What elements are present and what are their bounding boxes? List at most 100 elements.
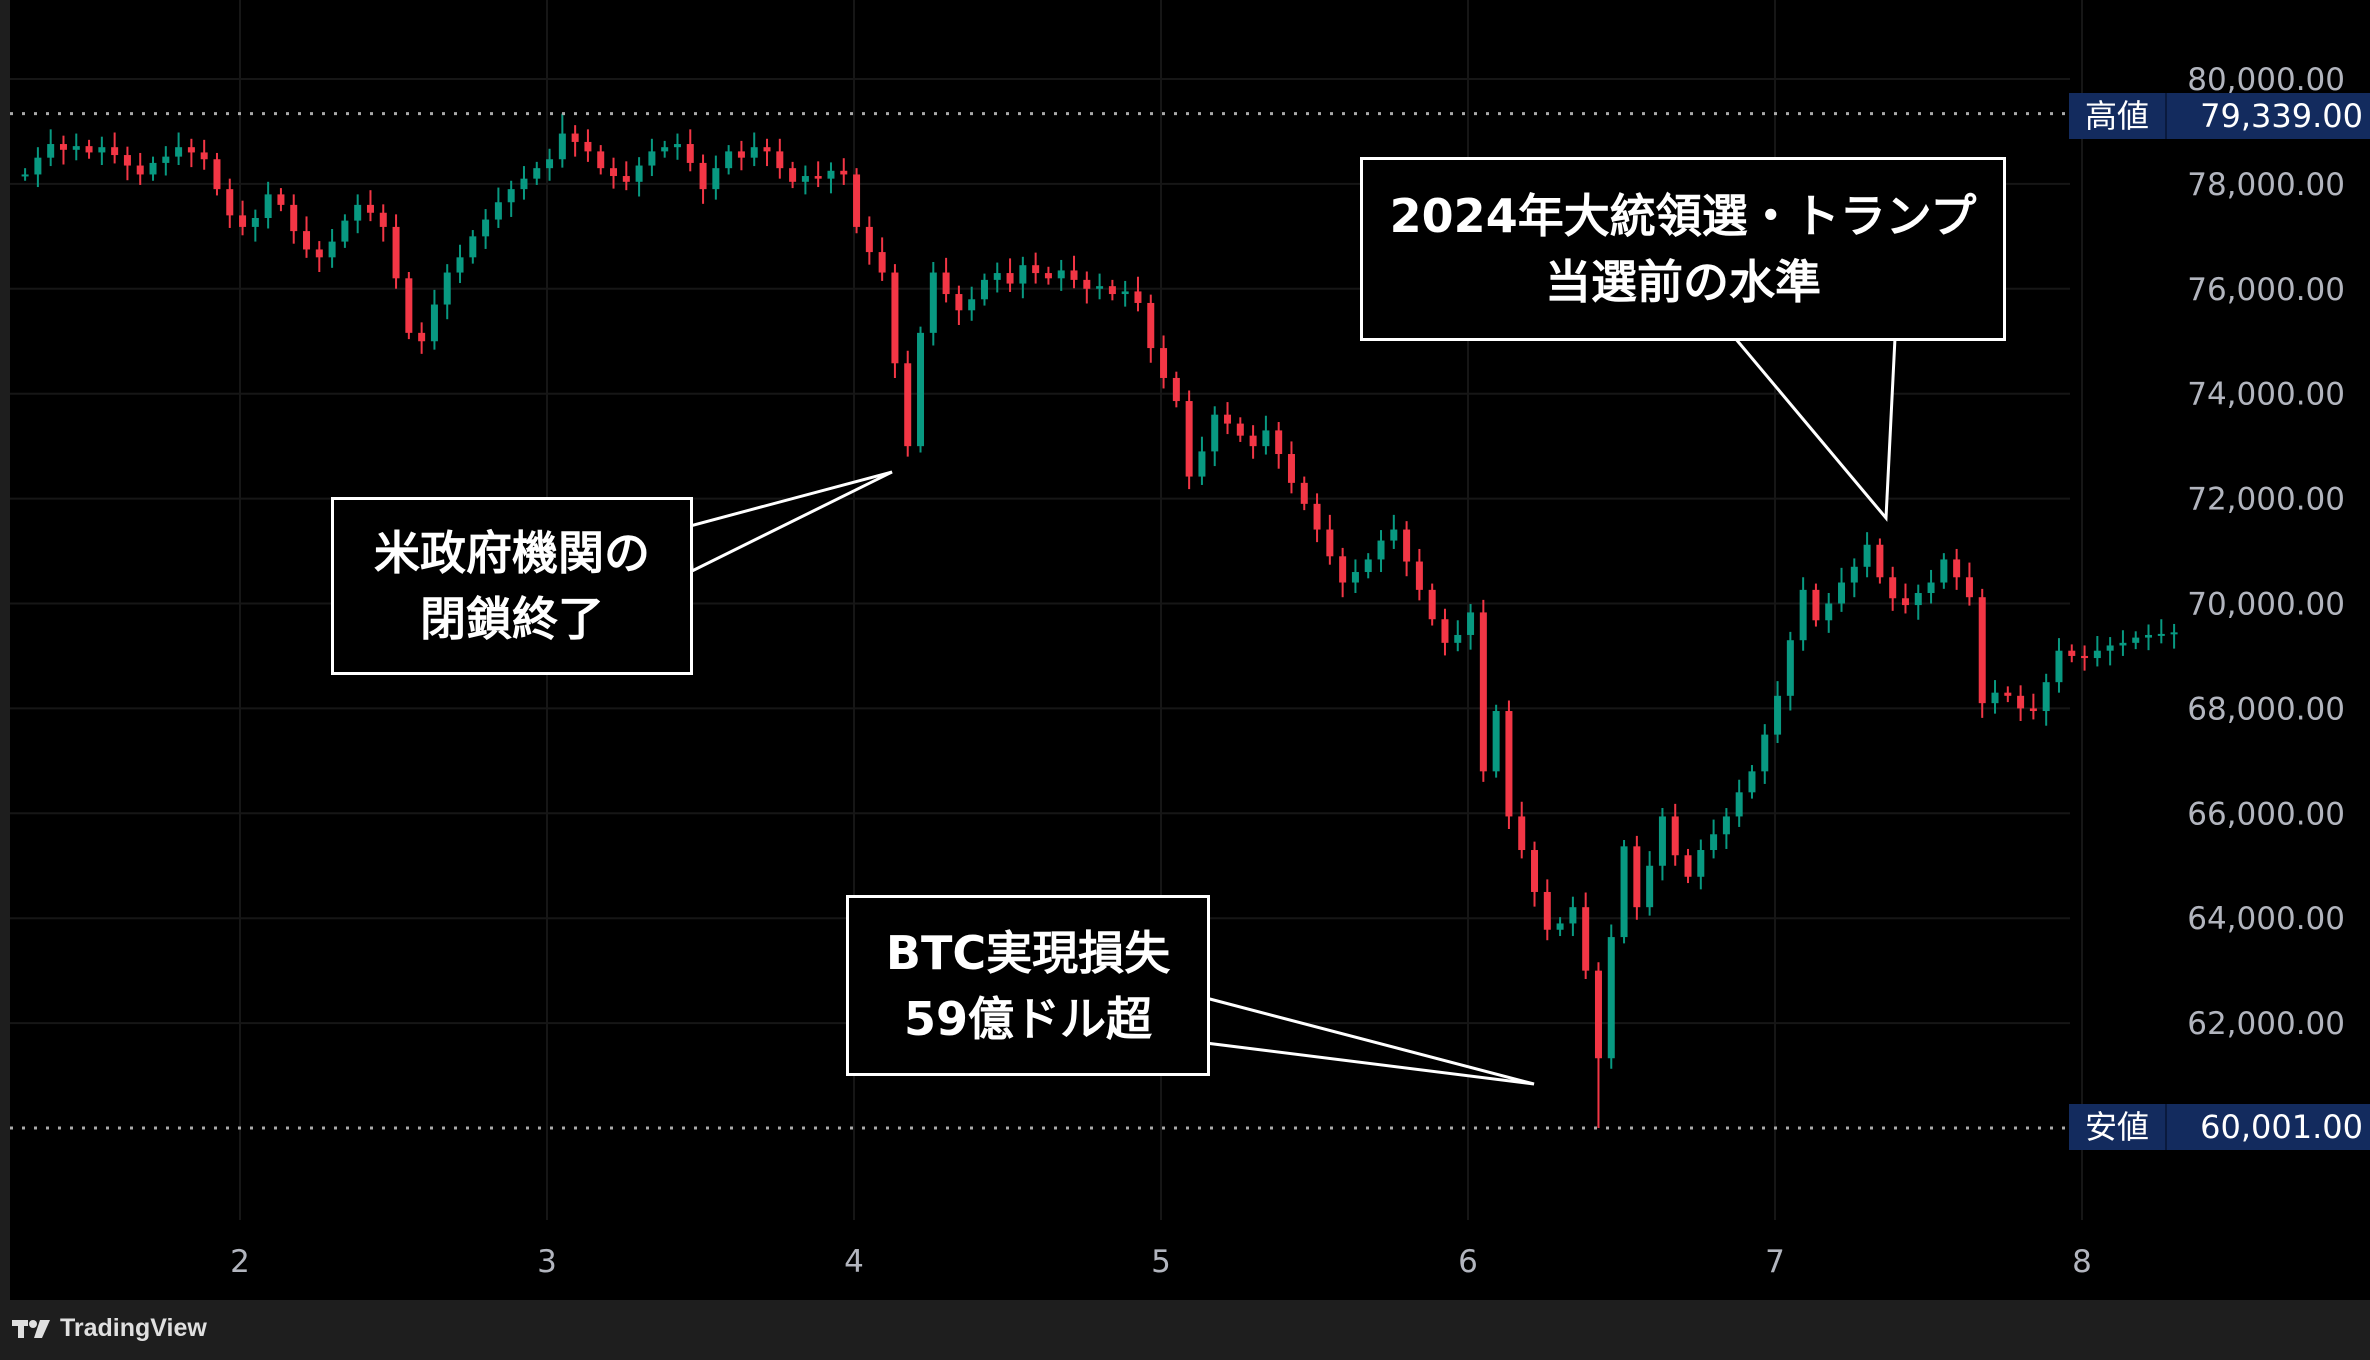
candle-body xyxy=(661,147,669,152)
callout-pointer-3 xyxy=(1204,996,1535,1086)
candle-body xyxy=(1786,640,1794,696)
high-label: 高値 xyxy=(2069,93,2167,139)
candle-body xyxy=(1646,865,1654,908)
candle-body xyxy=(1825,603,1833,621)
candle-body xyxy=(1019,265,1027,284)
candle-body xyxy=(980,279,988,300)
candle-body xyxy=(1134,291,1142,303)
candle-body xyxy=(1236,423,1244,436)
candle-body xyxy=(2068,650,2076,656)
candle-body xyxy=(1160,348,1168,378)
candle-body xyxy=(1083,279,1091,289)
candle-body xyxy=(801,176,809,182)
candle-body xyxy=(840,170,848,175)
candle-body xyxy=(85,146,93,153)
candle-body xyxy=(1313,503,1321,530)
candle-body xyxy=(200,152,208,160)
candle-body xyxy=(1492,711,1500,772)
candle-body xyxy=(1965,577,1973,598)
candle-body xyxy=(955,294,963,311)
y-tick-label: 66,000.00 xyxy=(2187,796,2345,832)
candle-body xyxy=(1006,273,1014,284)
tradingview-logo-icon xyxy=(12,1319,50,1338)
low-value: 60,001.00 xyxy=(2200,1108,2363,1146)
candle-body xyxy=(2017,695,2025,709)
annotation-election-level: 2024年大統領選・トランプ 当選前の水準 xyxy=(1360,157,2006,341)
candle-body xyxy=(1799,589,1807,641)
candle-body xyxy=(1403,529,1411,562)
candle-body xyxy=(1543,891,1551,930)
candle-body xyxy=(149,162,157,175)
candle-body xyxy=(1914,593,1922,606)
candle-body xyxy=(277,194,285,205)
price-chart[interactable]: 80,000.00 78,000.00 76,000.00 74,000.00 72,0… xyxy=(0,0,2370,1300)
tradingview-logo[interactable]: TradingView xyxy=(12,1314,207,1343)
candle-body xyxy=(776,151,784,169)
candle-body xyxy=(1940,559,1948,583)
candle-body xyxy=(1454,634,1462,643)
candle-body xyxy=(2106,645,2114,651)
price-axis: 80,000.00 78,000.00 76,000.00 74,000.00 72,0… xyxy=(2187,62,2345,1042)
candle-body xyxy=(1390,529,1398,541)
candle-body xyxy=(1070,270,1078,280)
y-tick-label: 68,000.00 xyxy=(2187,691,2345,727)
candle-body xyxy=(1096,286,1104,289)
candle-body xyxy=(1518,816,1526,851)
candle-body xyxy=(418,332,426,342)
time-axis: 2 3 4 5 6 7 8 xyxy=(230,1244,2092,1280)
candle-body xyxy=(2004,692,2012,696)
candle-body xyxy=(430,304,438,342)
candle-body xyxy=(111,147,119,156)
x-tick-label: 4 xyxy=(844,1244,864,1280)
candle-body xyxy=(1147,302,1155,349)
x-tick-label: 2 xyxy=(230,1244,250,1280)
candle-body xyxy=(494,202,502,220)
candle-body xyxy=(853,174,861,227)
candle-body xyxy=(1850,566,1858,583)
candle-body xyxy=(469,236,477,258)
candle-body xyxy=(2170,632,2178,635)
candle-body xyxy=(1185,401,1193,477)
candle-body xyxy=(1710,834,1718,851)
candle-body xyxy=(392,226,400,279)
candle-body xyxy=(584,141,592,152)
candle-body xyxy=(1633,846,1641,908)
candle-body xyxy=(2093,650,2101,659)
candle-body xyxy=(1415,561,1423,590)
candle-body xyxy=(725,151,733,169)
candle-body xyxy=(1927,582,1935,594)
candle-body xyxy=(98,147,106,153)
candle-body xyxy=(533,168,541,179)
x-tick-label: 3 xyxy=(537,1244,557,1280)
y-tick-label: 74,000.00 xyxy=(2187,377,2345,413)
y-tick-label: 76,000.00 xyxy=(2187,272,2345,308)
candle-body xyxy=(1467,612,1475,635)
candle-body xyxy=(942,272,950,295)
candle-body xyxy=(686,144,694,163)
y-tick-label: 80,000.00 xyxy=(2187,62,2345,98)
candle-body xyxy=(1684,855,1692,877)
candle-body xyxy=(1697,850,1705,877)
callout-pointer-1 xyxy=(688,470,893,574)
candle-body xyxy=(328,241,336,258)
candle-body xyxy=(904,363,912,447)
candle-body xyxy=(635,165,643,182)
candle-body xyxy=(136,165,144,175)
candle-body xyxy=(1978,597,1986,704)
candle-body xyxy=(1505,711,1513,817)
candle-body xyxy=(1249,435,1257,447)
candle-body xyxy=(226,189,234,216)
candle-body xyxy=(622,176,630,182)
candle-body xyxy=(2055,650,2063,683)
footer: TradingView xyxy=(0,1300,2370,1360)
candle-body xyxy=(456,257,464,273)
y-tick-label: 64,000.00 xyxy=(2187,901,2345,937)
candle-body xyxy=(2081,655,2089,659)
candle-body xyxy=(315,249,323,258)
candle-body xyxy=(520,178,528,190)
candle-body xyxy=(789,168,797,182)
candle-body xyxy=(712,168,720,190)
candle-body xyxy=(2029,708,2037,712)
candle-body xyxy=(187,147,195,153)
candle-body xyxy=(1658,816,1666,866)
